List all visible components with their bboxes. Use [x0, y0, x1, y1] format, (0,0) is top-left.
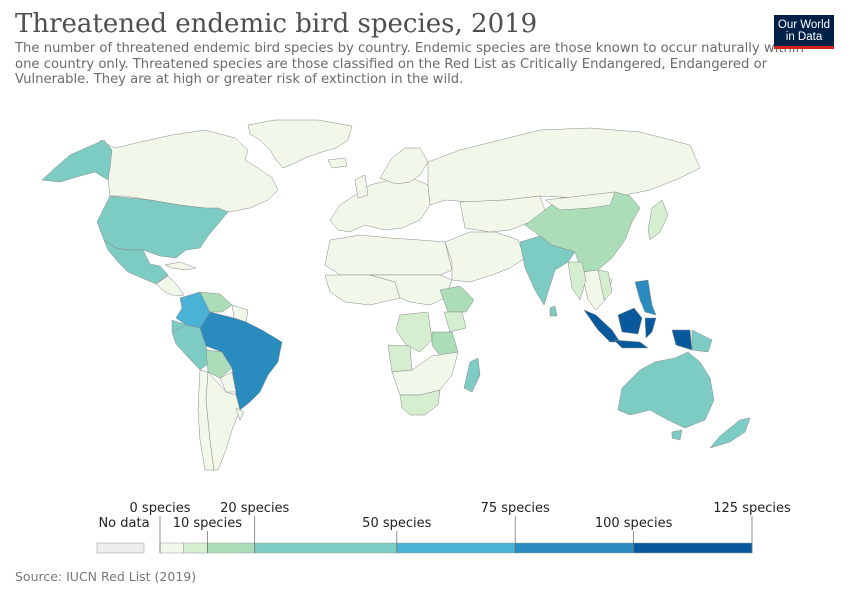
region-mexico[interactable]	[103, 239, 169, 285]
region-brazil[interactable]	[199, 311, 283, 411]
legend-tick-label-2: 20 species	[220, 501, 289, 516]
logo-line-1: Our World	[777, 19, 831, 31]
region-scandinavia[interactable]	[379, 147, 429, 185]
legend-no-data-swatch	[96, 542, 145, 554]
legend-tick-label-0: 0 species	[130, 501, 191, 516]
region-tasmania[interactable]	[671, 429, 683, 441]
region-greenland[interactable]	[247, 119, 353, 169]
region-central-africa[interactable]	[369, 274, 453, 306]
legend-no-data: No data	[96, 516, 150, 554]
chart-title: Threatened endemic bird species, 2019	[15, 9, 538, 39]
legend-bin-6[interactable]	[633, 542, 753, 554]
region-angola[interactable]	[387, 344, 413, 373]
region-alaska[interactable]	[41, 139, 113, 183]
region-new-zealand[interactable]	[709, 417, 751, 449]
legend-tick-label-5: 100 species	[595, 516, 673, 531]
chart-subtitle: The number of threatened endemic bird sp…	[15, 41, 804, 87]
region-australia[interactable]	[617, 351, 715, 429]
region-democratic-republic-of-congo[interactable]	[395, 311, 433, 353]
legend-tick-label-4: 75 species	[481, 501, 550, 516]
region-south-africa[interactable]	[399, 389, 441, 416]
legend-bin-1[interactable]	[183, 542, 208, 554]
region-madagascar[interactable]	[463, 357, 481, 393]
legend-bin-0[interactable]	[159, 542, 184, 554]
legend-tick-label-3: 50 species	[362, 516, 431, 531]
region-java[interactable]	[613, 339, 649, 349]
region-vietnam[interactable]	[597, 269, 613, 301]
region-north-africa[interactable]	[324, 234, 453, 276]
legend-tick-label-1: 10 species	[173, 516, 242, 531]
region-philippines[interactable]	[634, 279, 657, 316]
legend-no-data-label: No data	[98, 516, 149, 531]
region-europe[interactable]	[329, 177, 431, 233]
legend-bin-4[interactable]	[396, 542, 516, 554]
region-kenya[interactable]	[443, 311, 467, 333]
region-paraguay[interactable]	[219, 371, 237, 393]
region-sulawesi[interactable]	[644, 317, 657, 339]
region-borneo[interactable]	[617, 307, 643, 335]
region-papua-new-guinea[interactable]	[691, 329, 713, 353]
region-myanmar[interactable]	[567, 261, 587, 301]
region-canada[interactable]	[99, 129, 279, 213]
region-united-kingdom[interactable]	[354, 174, 369, 199]
region-sumatra[interactable]	[583, 309, 621, 343]
region-iceland[interactable]	[327, 157, 348, 169]
logo-line-2: in Data	[785, 31, 823, 43]
world-map	[41, 119, 751, 471]
legend-bins	[159, 542, 753, 554]
region-bolivia[interactable]	[205, 349, 233, 379]
legend-tick-label-6: 125 species	[713, 501, 791, 516]
region-cuba[interactable]	[164, 261, 197, 271]
region-mongolia[interactable]	[544, 191, 616, 211]
region-japan[interactable]	[647, 199, 669, 241]
region-sri-lanka[interactable]	[549, 305, 558, 317]
region-middle-east[interactable]	[444, 231, 526, 283]
legend-bin-3[interactable]	[254, 542, 398, 554]
region-russia[interactable]	[427, 127, 701, 206]
source-note: Source: IUCN Red List (2019)	[15, 569, 197, 584]
region-central-america[interactable]	[155, 275, 185, 297]
owid-logo[interactable]: Our World in Data	[774, 15, 834, 49]
legend-bin-5[interactable]	[514, 542, 634, 554]
region-ethiopia[interactable]	[439, 285, 475, 313]
legend-bin-2[interactable]	[207, 542, 255, 554]
region-argentina[interactable]	[205, 371, 241, 471]
region-venezuela[interactable]	[199, 291, 233, 313]
region-new-guinea-west[interactable]	[671, 329, 693, 351]
region-uruguay[interactable]	[235, 407, 245, 421]
